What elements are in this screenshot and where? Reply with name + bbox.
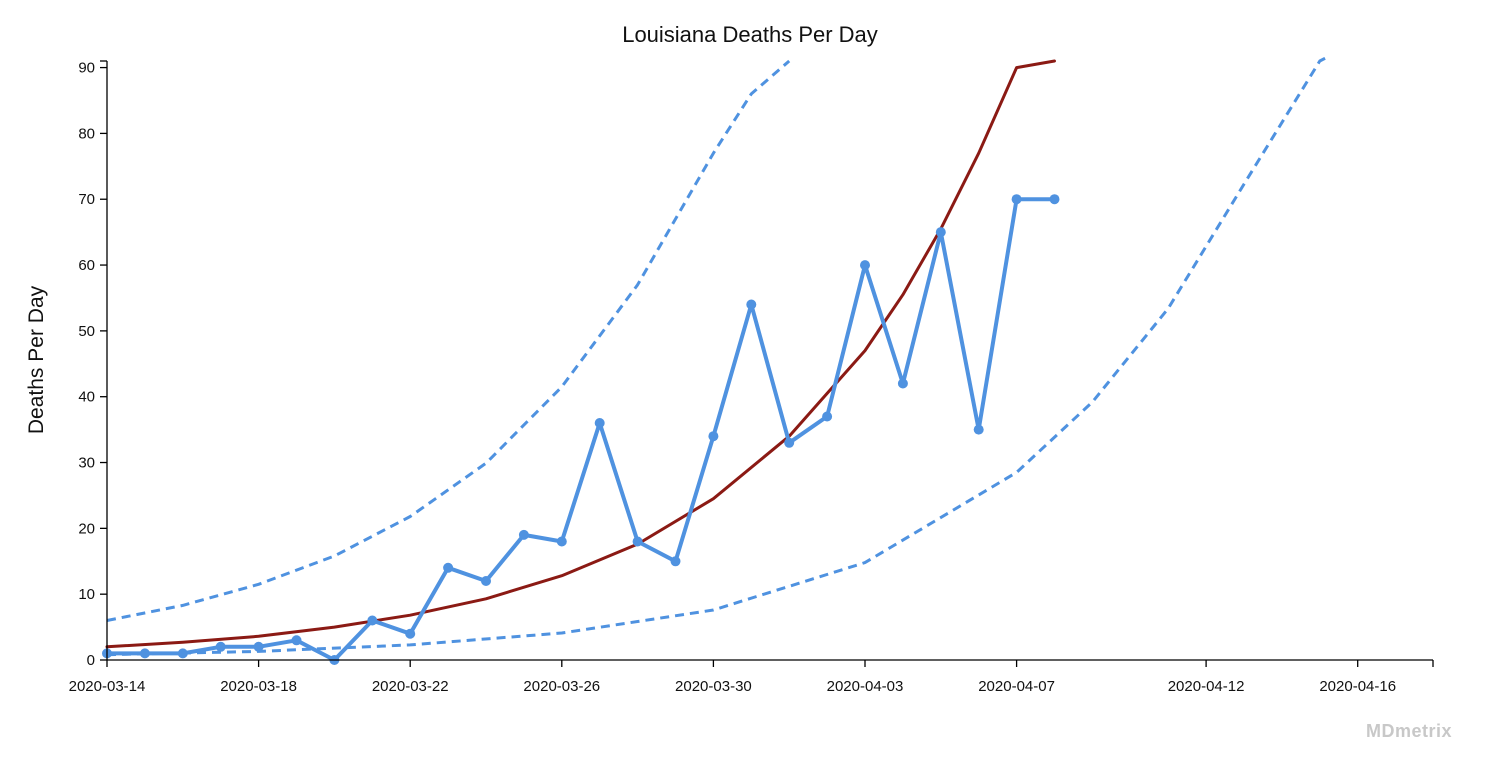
data-point [443, 562, 454, 573]
data-point [594, 418, 605, 428]
series-line-fit [105, 59, 1056, 649]
axes: 0 10 20 30 40 50 60 70 80 90 2020-03-14 2020-03-18 2… [69, 60, 1434, 695]
data-point [897, 378, 908, 389]
brand-watermark: MDmetrix [1365, 721, 1452, 741]
x-tick-label: 2020-03-18 [220, 678, 297, 695]
data-point [670, 556, 681, 567]
data-point [253, 641, 264, 652]
data-point [632, 536, 643, 547]
data-point [1049, 194, 1060, 205]
x-tick-label: 2020-04-16 [1319, 678, 1396, 695]
x-tick-label: 2020-03-30 [675, 678, 752, 695]
data-point [367, 615, 378, 626]
data-point [822, 411, 833, 422]
data-point [177, 648, 188, 659]
data-point [746, 299, 757, 310]
data-point [518, 529, 529, 540]
y-axis-label: Deaths Per Day [25, 285, 48, 434]
data-point [1011, 194, 1022, 205]
data-point [860, 260, 870, 271]
x-tick-label: 2020-04-12 [1168, 678, 1245, 695]
y-tick-label: 10 [78, 586, 95, 603]
y-tick-label: 0 [87, 652, 95, 669]
x-tick-label: 2020-03-22 [372, 678, 449, 695]
y-tick-label: 40 [78, 389, 95, 406]
data-point [405, 628, 416, 639]
data-point [973, 424, 984, 435]
series-line-lower-bound [106, 57, 1331, 657]
data-point [784, 437, 795, 448]
y-tick-label: 20 [78, 520, 95, 537]
y-tick-label: 50 [78, 323, 95, 340]
chart-title: Louisiana Deaths Per Day [622, 22, 878, 47]
series-line-upper-bound [106, 59, 791, 622]
x-tick-label: 2020-04-03 [827, 678, 904, 695]
y-tick-label: 90 [78, 60, 95, 77]
data-point [935, 227, 946, 238]
data-point [139, 648, 150, 659]
series-line-actual [105, 197, 1057, 662]
y-tick-label: 80 [78, 125, 95, 142]
plot-area [102, 57, 1331, 665]
x-tick-label: 2020-04-07 [978, 678, 1055, 695]
data-point [556, 536, 567, 547]
x-tick-label: 2020-03-14 [69, 678, 146, 695]
data-point [481, 576, 491, 586]
x-tick-label: 2020-03-26 [523, 678, 600, 695]
y-tick-label: 70 [78, 191, 95, 208]
data-point [708, 431, 719, 442]
y-tick-label: 60 [78, 257, 95, 274]
data-point [215, 641, 226, 652]
data-point [291, 635, 302, 646]
y-tick-label: 30 [78, 455, 95, 472]
